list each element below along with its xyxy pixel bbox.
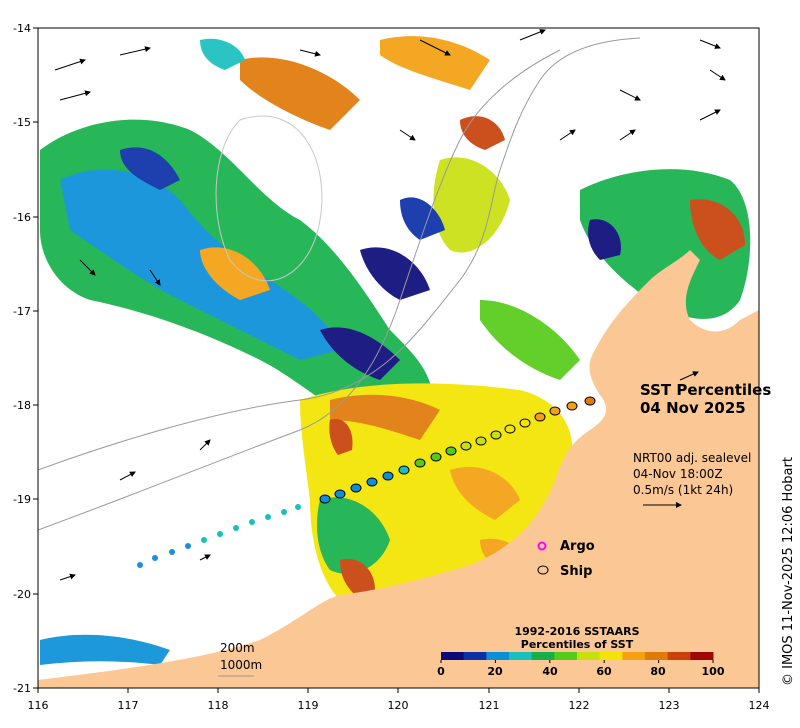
y-tick-label: -18 [13,399,31,412]
colorbar-subtitle: Percentiles of SST [521,638,634,651]
y-tick-label: -15 [13,116,31,129]
x-tick-label: 124 [749,699,770,712]
colorbar-swatch [509,652,533,660]
isobath-1000m [38,49,561,531]
x-tick-label: 122 [569,699,590,712]
colorbar [440,652,714,663]
map-date: 04 Nov 2025 [640,399,746,417]
legend-ship: Ship [560,564,592,579]
colorbar-swatch [645,652,669,660]
legend-argo: Argo [560,539,595,554]
y-tick-label: -14 [13,22,31,35]
current-source: NRT00 adj. sealevel [633,451,751,465]
current-scale: 0.5m/s (1kt 24h) [633,483,733,497]
x-tick-label: 120 [388,699,409,712]
ship-marker-icon [537,565,549,575]
colorbar-swatch [531,652,555,660]
colorbar-title: 1992-2016 SSTAARS [514,625,639,638]
ship-track-dots [137,504,301,568]
colorbar-tick: 80 [650,665,666,678]
colorbar-swatch [599,652,623,660]
colorbar-tick: 20 [487,665,503,678]
y-tick-label: -20 [13,588,31,601]
colorbar-swatch [486,652,510,660]
x-tick-label: 123 [659,699,680,712]
isobath-200m [38,37,641,471]
map-title: SST Percentiles [640,381,771,399]
x-tick-label: 118 [208,699,229,712]
isobath-label-1000: 1000m [220,658,262,672]
credit-text: © IMOS 11-Nov-2025 12:06 Hobart [781,457,796,686]
x-axis [37,688,760,693]
x-tick-label: 116 [28,699,49,712]
colorbar-tick: 40 [542,665,558,678]
colorbar-swatch [622,652,646,660]
x-tick-label: 119 [298,699,319,712]
colorbar-swatch [667,652,691,660]
australian-coastline [38,250,759,688]
y-tick-label: -17 [13,305,31,318]
colorbar-swatch [554,652,578,660]
y-tick-label: -16 [13,211,31,224]
y-tick-label: -19 [13,493,31,506]
current-vectors [54,29,726,581]
colorbar-tick: 60 [596,665,612,678]
colorbar-swatch [690,652,714,660]
current-time: 04-Nov 18:00Z [633,467,723,481]
x-tick-label: 121 [479,699,500,712]
x-tick-label: 117 [118,699,139,712]
colorbar-tick: 0 [437,665,445,678]
colorbar-tick: 100 [702,665,725,678]
seamount-contour [215,115,323,282]
argo-marker-icon [537,541,547,551]
isobath-label-200: 200m [220,641,255,655]
colorbar-swatch [441,652,465,660]
y-tick-label: -21 [13,682,31,695]
ship-observations [319,396,596,504]
y-axis [33,27,38,689]
sst-field [40,36,751,665]
colorbar-swatch [463,652,487,660]
colorbar-swatch [577,652,601,660]
